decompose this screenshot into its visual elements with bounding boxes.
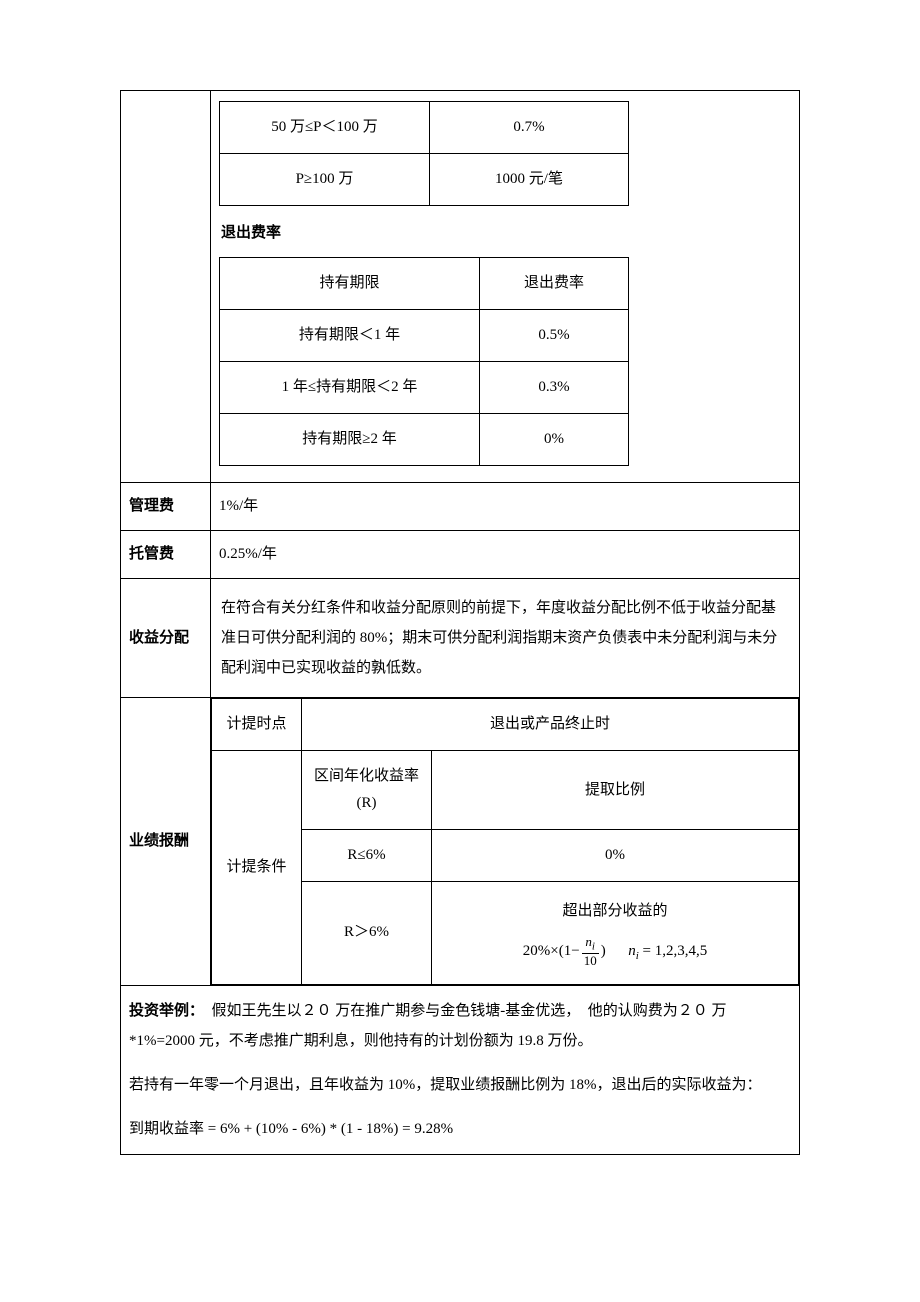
perf-cond-label: 计提条件 — [212, 751, 302, 985]
example-p1-text: 假如王先生以２０ 万在推广期参与金色钱塘-基金优选， 他的认购费为２０ 万*1%… — [129, 1003, 727, 1049]
perf-timing-label: 计提时点 — [212, 699, 302, 751]
formula-mul: ×(1− — [550, 943, 579, 959]
exit-period: 持有期限≥2 年 — [220, 414, 480, 466]
mgmt-fee-label: 管理费 — [121, 483, 211, 531]
formula-vals: = 1,2,3,4,5 — [643, 943, 708, 959]
example-p3: 到期收益率 = 6% + (10% - 6%) * (1 - 18%) = 9.… — [129, 1114, 791, 1144]
exit-fee-header-period: 持有期限 — [220, 258, 480, 310]
formula-text: 20%×(1−ni10) ni = 1,2,3,4,5 — [523, 935, 707, 968]
formula-den: 10 — [582, 954, 599, 968]
perf-r2c1: R＞6% — [302, 882, 432, 985]
main-table: 50 万≤P＜100 万 0.7% P≥100 万 1000 元/笔 退出费率 … — [120, 90, 800, 1155]
table-row: P≥100 万 1000 元/笔 — [220, 154, 629, 206]
example-cell: 投资举例： 假如王先生以２０ 万在推广期参与金色钱塘-基金优选， 他的认购费为２… — [121, 985, 800, 1154]
mgmt-fee-value: 1%/年 — [211, 483, 800, 531]
perf-r1c1: R≤6% — [302, 830, 432, 882]
formula-ni: n — [628, 943, 636, 959]
exit-rate: 0.3% — [480, 362, 629, 414]
perf-col2: 提取比例 — [432, 751, 799, 830]
table-row: 50 万≤P＜100 万 0.7% — [220, 102, 629, 154]
perf-label: 业绩报酬 — [121, 698, 211, 986]
subscription-fee-content: 50 万≤P＜100 万 0.7% P≥100 万 1000 元/笔 退出费率 … — [211, 91, 800, 483]
example-label: 投资举例： — [129, 1003, 197, 1019]
example-p2: 若持有一年零一个月退出，且年收益为 10%，提取业绩报酬比例为 18%，退出后的… — [129, 1070, 791, 1100]
fee-rate: 0.7% — [430, 102, 629, 154]
formula-pct: 20% — [523, 943, 551, 959]
fee-range: 50 万≤P＜100 万 — [220, 102, 430, 154]
exit-period: 持有期限＜1 年 — [220, 310, 480, 362]
subscription-fee-label-cell — [121, 91, 211, 483]
exit-fee-header-rate: 退出费率 — [480, 258, 629, 310]
exit-fee-table: 持有期限 退出费率 持有期限＜1 年 0.5% 1 年≤持有期限＜2 年 0.3… — [219, 257, 629, 466]
fee-rate: 1000 元/笔 — [430, 154, 629, 206]
exit-fee-heading: 退出费率 — [221, 220, 791, 247]
table-row: 持有期限≥2 年 0% — [220, 414, 629, 466]
exit-rate: 0.5% — [480, 310, 629, 362]
table-row: 计提条件 区间年化收益率(R) 提取比例 — [212, 751, 799, 830]
perf-table: 计提时点 退出或产品终止时 计提条件 区间年化收益率(R) 提取比例 R≤6% … — [211, 698, 799, 985]
table-row: 计提时点 退出或产品终止时 — [212, 699, 799, 751]
example-p1: 投资举例： 假如王先生以２０ 万在推广期参与金色钱塘-基金优选， 他的认购费为２… — [129, 996, 791, 1056]
table-row: 持有期限＜1 年 0.5% — [220, 310, 629, 362]
exit-period: 1 年≤持有期限＜2 年 — [220, 362, 480, 414]
perf-formula: 20%×(1−ni10) ni = 1,2,3,4,5 — [440, 935, 790, 968]
perf-timing-value: 退出或产品终止时 — [302, 699, 799, 751]
fee-range: P≥100 万 — [220, 154, 430, 206]
perf-content: 计提时点 退出或产品终止时 计提条件 区间年化收益率(R) 提取比例 R≤6% … — [211, 698, 800, 986]
perf-r2c2: 超出部分收益的 20%×(1−ni10) ni = 1,2,3,4,5 — [432, 882, 799, 985]
custody-fee-label: 托管费 — [121, 531, 211, 579]
custody-fee-value: 0.25%/年 — [211, 531, 800, 579]
formula-close: ) — [601, 943, 606, 959]
perf-col1: 区间年化收益率(R) — [302, 751, 432, 830]
subscription-fee-table: 50 万≤P＜100 万 0.7% P≥100 万 1000 元/笔 — [219, 101, 629, 206]
exit-rate: 0% — [480, 414, 629, 466]
perf-r1c2: 0% — [432, 830, 799, 882]
income-dist-text: 在符合有关分红条件和收益分配原则的前提下，年度收益分配比例不低于收益分配基准日可… — [211, 579, 800, 698]
formula-fraction: ni10 — [582, 935, 599, 968]
income-dist-label: 收益分配 — [121, 579, 211, 698]
table-row: 1 年≤持有期限＜2 年 0.3% — [220, 362, 629, 414]
table-row: 持有期限 退出费率 — [220, 258, 629, 310]
perf-r2-prefix: 超出部分收益的 — [440, 898, 790, 925]
